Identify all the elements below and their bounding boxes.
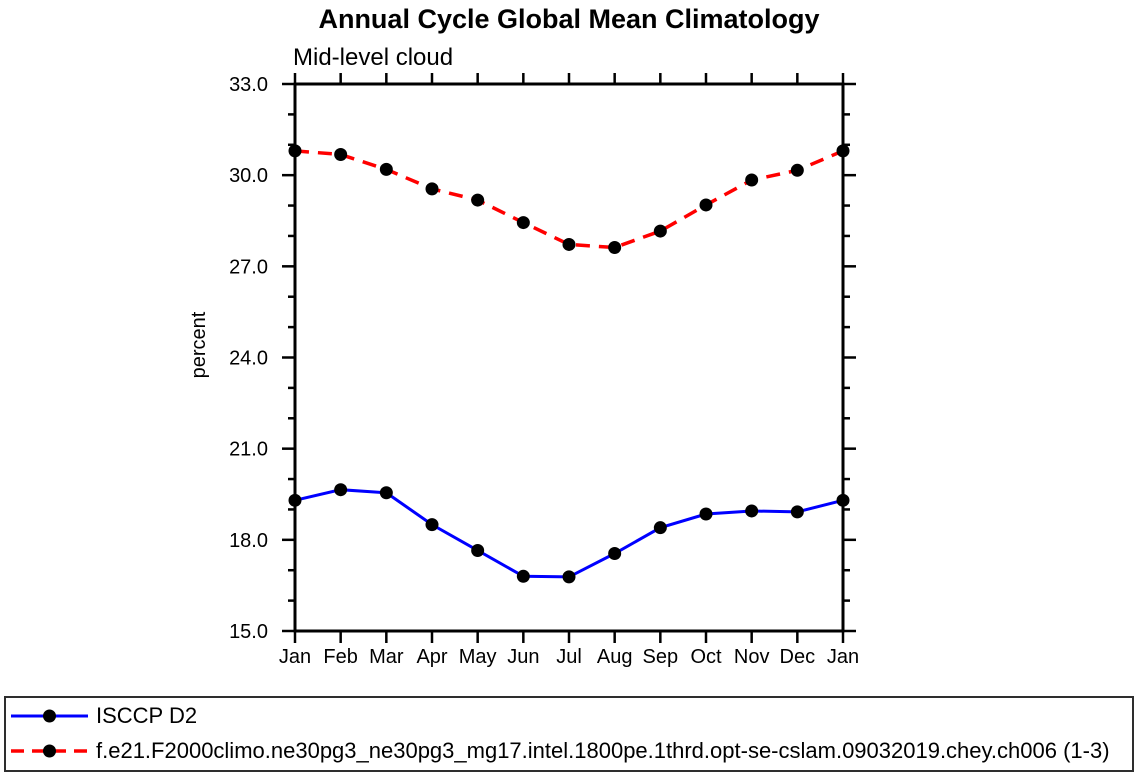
data-point <box>471 193 485 207</box>
chart-title: Annual Cycle Global Mean Climatology <box>318 4 820 34</box>
x-tick-label: Aug <box>597 646 633 668</box>
data-point <box>653 521 667 535</box>
x-tick-label: Apr <box>416 646 447 668</box>
y-tick-label: 24.0 <box>229 348 268 370</box>
y-tick-label: 33.0 <box>229 74 268 96</box>
x-tick-label: Feb <box>323 646 357 668</box>
y-tick-label: 15.0 <box>229 621 268 643</box>
data-point <box>562 237 576 251</box>
x-tick-label: Jun <box>507 646 539 668</box>
legend-entry-observation: ISCCP D2 <box>6 699 1132 733</box>
data-point <box>608 240 622 254</box>
x-tick-label: Nov <box>734 646 770 668</box>
legend-label-observation: ISCCP D2 <box>96 703 198 728</box>
data-point <box>836 493 850 507</box>
data-point <box>288 144 302 158</box>
data-point <box>471 543 485 557</box>
data-point <box>425 182 439 196</box>
data-point <box>516 569 530 583</box>
x-tick-label: Jan <box>827 646 859 668</box>
data-point <box>516 216 530 230</box>
x-tick-label: May <box>459 646 497 668</box>
legend-sample-marker <box>43 744 56 758</box>
data-point <box>334 483 348 497</box>
data-point <box>790 163 804 177</box>
data-point <box>562 570 576 584</box>
data-point <box>608 547 622 561</box>
x-tick-label: Dec <box>780 646 816 668</box>
data-point <box>379 162 393 176</box>
legend-sample-marker <box>43 709 56 723</box>
chart-subtitle: Mid-level cloud <box>293 44 454 71</box>
y-tick-label: 21.0 <box>229 439 268 461</box>
data-point <box>334 148 348 162</box>
legend-line-sample-solid <box>11 709 88 723</box>
series-line-0 <box>294 488 844 579</box>
data-point <box>790 505 804 519</box>
data-point <box>836 144 850 158</box>
plot-area: 15.0 18.0 21.0 24.0 27.0 30.0 33.0 Jan Feb Mar Apr… <box>188 73 859 668</box>
data-point <box>699 198 713 212</box>
data-point <box>288 493 302 507</box>
series-line-1 <box>294 149 844 250</box>
data-point <box>379 486 393 500</box>
legend-label-model: f.e21.F2000climo.ne30pg3_ne30pg3_mg17.in… <box>96 738 1110 763</box>
plot-frame <box>293 82 845 633</box>
data-point <box>745 173 759 187</box>
y-tick-label: 27.0 <box>229 256 268 278</box>
y-tick-label: 18.0 <box>229 530 268 552</box>
legend-box: ISCCP D2 f.e21.F2000climo.ne30pg3_ne30pg… <box>4 696 1134 772</box>
x-tick-label: Jan <box>279 646 311 668</box>
x-tick-label: Oct <box>690 646 722 668</box>
y-axis-label: percent <box>188 311 210 378</box>
data-point <box>699 507 713 521</box>
data-point <box>425 518 439 532</box>
x-tick-label: Mar <box>369 646 404 668</box>
legend-entry-model: f.e21.F2000climo.ne30pg3_ne30pg3_mg17.in… <box>6 734 1132 768</box>
data-point <box>653 224 667 238</box>
data-point <box>745 504 759 518</box>
legend-line-sample-dashed <box>11 744 88 758</box>
x-tick-label: Jul <box>556 646 582 668</box>
x-tick-label: Sep <box>643 646 679 668</box>
y-tick-label: 30.0 <box>229 165 268 187</box>
